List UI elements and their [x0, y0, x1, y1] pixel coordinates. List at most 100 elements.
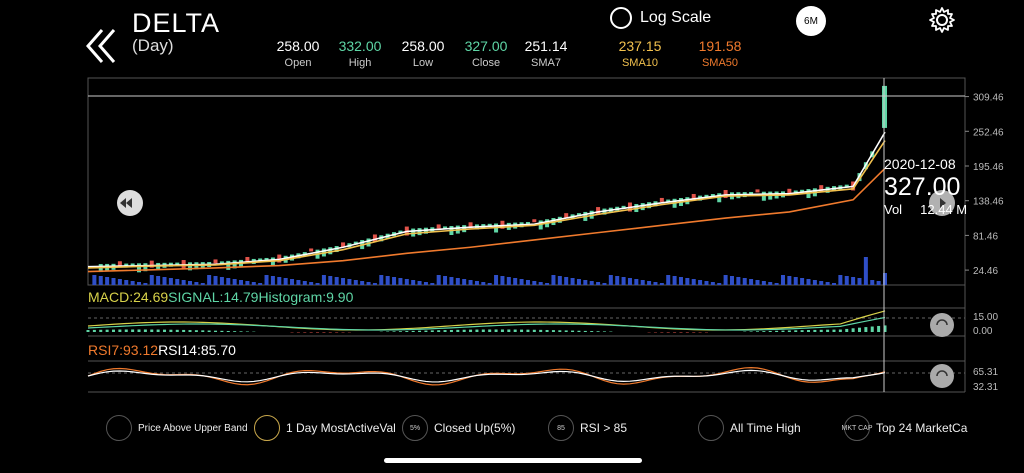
- macd-histogram-bar: [86, 330, 90, 332]
- macd-histogram-bar: [398, 331, 402, 332]
- candle: [819, 185, 824, 193]
- macd-histogram-bar: [118, 329, 122, 332]
- volume-bar: [436, 275, 441, 285]
- range-button[interactable]: 6M: [796, 6, 826, 36]
- percent-icon: 5%: [402, 415, 428, 441]
- macd-histogram-bar: [226, 331, 230, 332]
- volume-bar: [870, 280, 875, 285]
- badge-percent[interactable]: 5% Closed Up(5%): [402, 414, 515, 442]
- macd-histogram-bar: [507, 329, 511, 332]
- macd-histogram-bar: [475, 329, 479, 332]
- candle: [219, 261, 224, 265]
- volume-bar: [98, 276, 103, 285]
- volume-bar: [736, 277, 741, 285]
- macd-histogram-bar: [602, 331, 606, 332]
- volume-bar: [296, 280, 301, 285]
- macd-histogram-bar: [564, 330, 568, 332]
- volume-bar: [615, 276, 620, 285]
- volume-bar: [449, 277, 454, 285]
- macd-histogram-bar: [787, 330, 791, 332]
- volume-bar: [404, 279, 409, 285]
- volume-bar: [710, 282, 715, 285]
- macd-histogram-bar: [596, 331, 600, 332]
- volume-bar: [634, 279, 639, 285]
- volume-bar: [455, 278, 460, 285]
- volume-label: Vol: [884, 202, 903, 217]
- volume-bar: [315, 283, 320, 285]
- volume-bar: [863, 257, 868, 285]
- macd-histogram-bar: [545, 329, 549, 332]
- back-chevron-icon[interactable]: [84, 26, 118, 66]
- macd-histogram-bar: [800, 330, 804, 332]
- badge-coins[interactable]: 1 Day MostActiveVal: [254, 414, 396, 442]
- macd-histogram-bar: [233, 331, 237, 332]
- macd-histogram-bar: [679, 332, 683, 333]
- macd-histogram-bar: [150, 329, 154, 332]
- volume-bar: [341, 278, 346, 285]
- volume-bar: [149, 275, 154, 285]
- home-indicator[interactable]: [384, 458, 642, 463]
- macd-histogram-bar: [577, 330, 581, 332]
- volume-bar: [245, 281, 250, 285]
- gear-icon[interactable]: [928, 6, 956, 34]
- candle: [487, 223, 492, 227]
- rsi14-line: [87, 369, 886, 383]
- macd-histogram-bar: [583, 330, 587, 332]
- stat-label: Open: [284, 57, 312, 69]
- macd-histogram-bar: [762, 331, 766, 332]
- volume-bar: [831, 283, 836, 285]
- market-cap-icon: MKT CAP: [842, 415, 873, 441]
- badge-trend-up[interactable]: All Time High: [698, 414, 801, 442]
- volume-bar: [500, 276, 505, 285]
- macd-histogram-bar: [870, 326, 874, 332]
- volume-bar: [117, 279, 122, 285]
- volume-bar: [283, 278, 288, 285]
- volume-bar: [551, 275, 556, 285]
- macd-histogram-bar: [239, 331, 243, 332]
- macd-histogram-bar: [430, 330, 434, 332]
- stat-high: 332.00 High: [320, 38, 400, 69]
- volume-bar: [168, 278, 173, 285]
- price-axis-label: 252.46: [973, 127, 1004, 138]
- stat-value: 258.00: [401, 38, 445, 54]
- candle: [175, 262, 180, 266]
- hover-volume: Vol 12.44 M: [884, 202, 967, 217]
- badge-rsi[interactable]: 85 RSI > 85: [548, 414, 627, 442]
- volume-bar: [277, 277, 282, 285]
- macd-histogram-bar: [857, 327, 861, 332]
- macd-histogram-bar: [309, 332, 313, 333]
- badge-upper-band[interactable]: Price Above Upper Band: [106, 414, 248, 442]
- macd-histogram-bar: [775, 330, 779, 332]
- badge-label: All Time High: [730, 421, 801, 435]
- volume-bar: [474, 281, 479, 285]
- macd-histogram-bar: [163, 329, 167, 332]
- macd-histogram-bar: [316, 332, 320, 333]
- volume-bar: [825, 282, 830, 285]
- macd-histogram-bar: [392, 331, 396, 332]
- stat-label: High: [348, 57, 372, 69]
- volume-bar: [768, 282, 773, 285]
- volume-bar: [883, 273, 887, 285]
- forward-button[interactable]: [929, 190, 955, 216]
- volume-bar: [640, 280, 645, 285]
- volume-bar: [780, 275, 785, 285]
- rewind-button[interactable]: [117, 190, 143, 216]
- volume-bar: [519, 279, 524, 285]
- macd-histogram-bar: [99, 329, 103, 332]
- macd-histogram-bar: [220, 330, 224, 332]
- candle: [659, 197, 664, 202]
- price-axis-label: 81.46: [973, 231, 998, 242]
- macd-histogram-bar: [864, 327, 868, 332]
- volume-value: 12.44 M: [920, 202, 968, 217]
- upper-band-icon: [106, 415, 132, 441]
- sync-arrow: [936, 370, 948, 377]
- badge-market-cap[interactable]: MKT CAP Top 24 MarketCa: [842, 414, 967, 442]
- ticker-title: DELTA: [132, 8, 221, 38]
- macd-histogram-bar: [532, 329, 536, 332]
- macd-histogram-bar: [462, 329, 466, 332]
- volume-bar: [334, 277, 339, 285]
- macd-histogram-bar: [322, 332, 326, 333]
- log-scale-toggle[interactable]: Log Scale: [610, 7, 711, 29]
- macd-histogram-bar: [124, 329, 128, 332]
